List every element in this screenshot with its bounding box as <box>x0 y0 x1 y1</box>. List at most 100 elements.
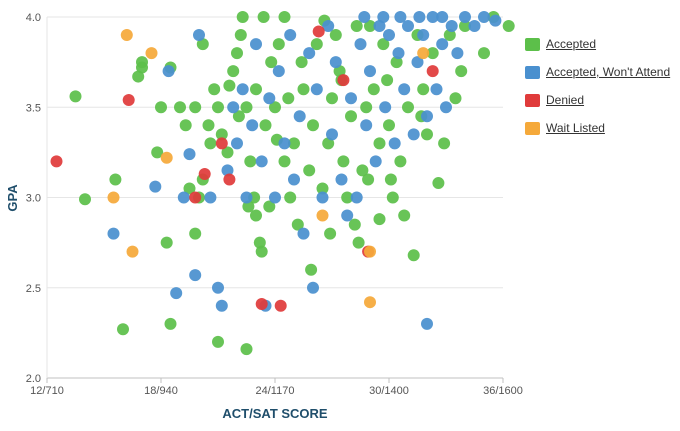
point-accepted-won-t-attend <box>468 20 481 33</box>
legend-label: Accepted, Won't Attend <box>546 65 671 79</box>
point-accepted-won-t-attend <box>421 317 433 330</box>
point-accepted <box>345 110 357 123</box>
y-tick-label: 2.0 <box>26 373 41 385</box>
point-accepted <box>236 11 249 23</box>
point-accepted-won-t-attend <box>345 92 357 105</box>
tick-labels: 2.0 2.5 3.0 3.5 4.0 12/710 18/940 24/1170 30/140… <box>26 12 523 397</box>
point-accepted-won-t-attend <box>364 65 376 78</box>
point-denied <box>223 173 236 186</box>
point-accepted <box>155 101 167 114</box>
point-denied <box>215 137 228 150</box>
point-accepted-won-t-attend <box>478 11 490 23</box>
point-accepted-won-t-attend <box>236 83 249 96</box>
point-accepted-won-t-attend <box>189 269 202 282</box>
point-accepted <box>174 101 186 114</box>
x-tick-label: 18/940 <box>144 385 178 397</box>
point-accepted <box>386 191 399 204</box>
point-denied <box>337 74 350 87</box>
point-accepted-won-t-attend <box>354 38 367 51</box>
legend-item-accepted-won-t-attend[interactable]: Accepted, Won't Attend <box>525 58 670 86</box>
point-accepted-won-t-attend <box>316 191 329 204</box>
point-accepted-won-t-attend <box>183 148 196 161</box>
point-accepted <box>295 56 308 69</box>
point-accepted <box>383 119 395 132</box>
point-accepted <box>265 56 278 69</box>
x-tick-label: 24/1170 <box>256 385 295 397</box>
point-accepted <box>151 146 164 159</box>
point-accepted <box>240 101 253 114</box>
point-wait-listed <box>126 245 139 258</box>
point-accepted <box>390 56 403 69</box>
point-accepted-won-t-attend <box>445 20 458 33</box>
point-accepted-won-t-attend <box>459 11 471 23</box>
legend-item-denied[interactable]: Denied <box>525 86 670 114</box>
point-accepted <box>364 20 376 33</box>
point-wait-listed <box>120 29 133 42</box>
point-accepted-won-t-attend <box>407 128 420 141</box>
point-accepted <box>310 38 323 51</box>
point-accepted <box>352 236 365 249</box>
point-accepted <box>502 20 515 33</box>
point-accepted-won-t-attend <box>307 281 319 294</box>
x-tick-label: 30/1400 <box>369 385 409 397</box>
point-accepted <box>449 92 462 105</box>
point-accepted-won-t-attend <box>383 29 395 42</box>
point-accepted <box>257 11 270 23</box>
point-accepted <box>164 317 177 330</box>
point-accepted-won-t-attend <box>212 281 224 294</box>
legend-label: Accepted <box>546 37 597 51</box>
point-accepted <box>394 155 407 168</box>
point-accepted <box>242 200 255 213</box>
point-accepted <box>212 101 224 114</box>
point-accepted <box>232 110 245 123</box>
point-accepted-won-t-attend <box>170 287 183 300</box>
point-accepted-won-t-attend <box>250 38 262 51</box>
point-accepted <box>360 101 373 114</box>
point-accepted <box>329 29 342 42</box>
x-tick-label: 36/1600 <box>483 385 523 397</box>
point-accepted <box>215 128 228 141</box>
point-accepted-won-t-attend <box>489 14 502 27</box>
legend-swatch <box>525 93 540 107</box>
point-accepted-won-t-attend <box>373 20 386 33</box>
point-accepted <box>189 101 202 114</box>
point-accepted-won-t-attend <box>379 101 392 114</box>
point-accepted-won-t-attend <box>227 101 240 114</box>
point-accepted-won-t-attend <box>215 299 228 312</box>
point-accepted-won-t-attend <box>421 110 433 123</box>
point-denied <box>426 65 439 78</box>
y-tick-label: 3.5 <box>26 102 41 114</box>
point-accepted-won-t-attend <box>149 180 162 193</box>
point-accepted <box>109 173 122 186</box>
point-accepted <box>136 56 148 69</box>
point-accepted <box>303 164 316 177</box>
point-accepted <box>189 227 202 240</box>
point-accepted <box>221 146 234 159</box>
axes <box>46 17 504 383</box>
point-accepted <box>402 101 414 114</box>
point-accepted <box>337 155 350 168</box>
y-tick-label: 2.5 <box>26 283 41 295</box>
point-accepted-won-t-attend <box>240 191 253 204</box>
legend-swatch <box>525 121 540 135</box>
point-accepted-won-t-attend <box>436 11 449 23</box>
legend-item-accepted[interactable]: Accepted <box>525 30 670 58</box>
point-accepted-won-t-attend <box>310 83 323 96</box>
legend-item-wait-listed[interactable]: Wait Listed <box>525 114 670 142</box>
point-accepted-won-t-attend <box>430 83 443 96</box>
point-accepted <box>455 65 468 78</box>
y-tick-label: 4.0 <box>26 12 41 24</box>
legend-swatch <box>525 65 540 79</box>
point-accepted <box>208 83 221 96</box>
point-accepted <box>373 213 386 226</box>
point-accepted <box>438 137 451 150</box>
point-denied <box>312 25 325 38</box>
point-accepted <box>348 218 361 231</box>
point-accepted <box>377 38 390 51</box>
point-accepted-won-t-attend <box>221 164 234 177</box>
point-accepted-won-t-attend <box>231 137 243 150</box>
point-accepted <box>179 119 192 132</box>
legend-swatch <box>525 37 540 51</box>
point-accepted <box>202 119 215 132</box>
